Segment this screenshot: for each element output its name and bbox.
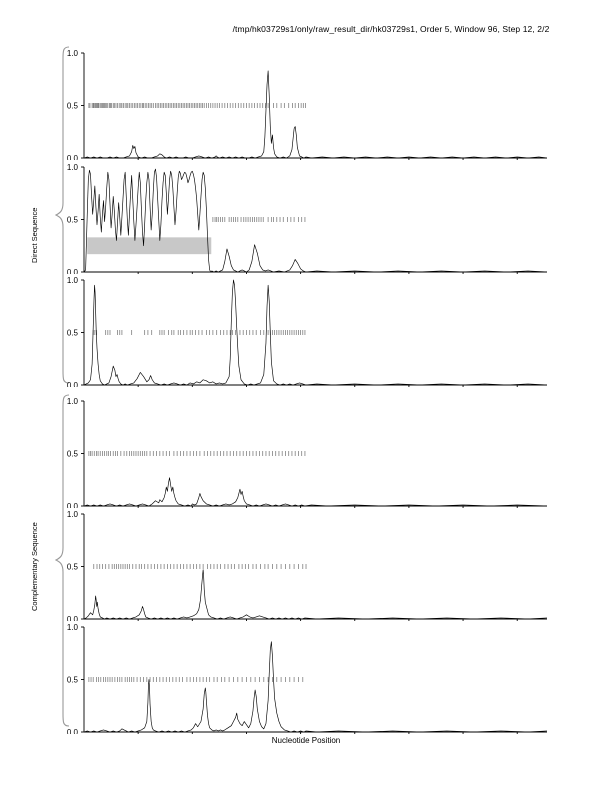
panel-2: 0.00.51.01000200030004000500060007000800…	[0, 272, 612, 387]
x-axis-label-text: Nucleotide Position	[271, 736, 341, 745]
data-line	[83, 168, 548, 273]
y-tick-label: 0.5	[67, 450, 79, 459]
x-axis-label: Nucleotide Position	[0, 736, 612, 745]
y-tick-label: 0.0	[67, 268, 79, 274]
y-tick-label: 0.5	[67, 102, 79, 111]
y-tick-label: 1.0	[67, 510, 79, 519]
y-tick-label: 0.0	[67, 381, 79, 387]
highlight-band	[87, 237, 212, 255]
tickmark-row	[92, 330, 306, 335]
y-tick-label: 0.0	[67, 615, 79, 621]
tickmark-row	[88, 451, 306, 456]
figure-title: /tmp/hk03729s1/only/raw_result_dir/hk037…	[0, 24, 612, 34]
y-tick-label: 0.0	[67, 154, 79, 160]
y-tick-label: 1.0	[67, 397, 79, 406]
data-line	[83, 279, 548, 386]
brace-direct-sequence	[55, 46, 70, 384]
panel-0: 0.00.51.01000200030004000500060007000800…	[0, 45, 612, 160]
figure-title-text: /tmp/hk03729s1/only/raw_result_dir/hk037…	[232, 24, 550, 34]
panel-5: 0.00.51.01000200030004000500060007000800…	[0, 619, 612, 734]
data-line	[83, 569, 548, 620]
brace-complementary-sequence	[55, 394, 70, 727]
y-tick-label: 0.0	[67, 502, 79, 508]
y-tick-label: 0.5	[67, 216, 79, 225]
y-tick-label: 1.0	[67, 276, 79, 285]
panel-3: 0.00.51.01000200030004000500060007000800…	[0, 393, 612, 508]
y-tick-label: 0.5	[67, 563, 79, 572]
y-tick-label: 1.0	[67, 163, 79, 172]
tickmark-row	[88, 103, 306, 108]
y-tick-label: 0.5	[67, 676, 79, 685]
panel-1: 0.00.51.01000200030004000500060007000800…	[0, 159, 612, 274]
tickmark-row	[212, 217, 306, 222]
data-line	[83, 477, 548, 507]
y-tick-label: 0.5	[67, 329, 79, 338]
y-tick-label: 1.0	[67, 623, 79, 632]
tickmark-row	[93, 564, 307, 569]
data-line	[83, 641, 548, 733]
data-line	[83, 70, 548, 159]
panel-4: 0.00.51.01000200030004000500060007000800…	[0, 506, 612, 621]
y-tick-label: 1.0	[67, 49, 79, 58]
tickmark-row	[88, 677, 304, 682]
y-tick-label: 0.0	[67, 728, 79, 734]
